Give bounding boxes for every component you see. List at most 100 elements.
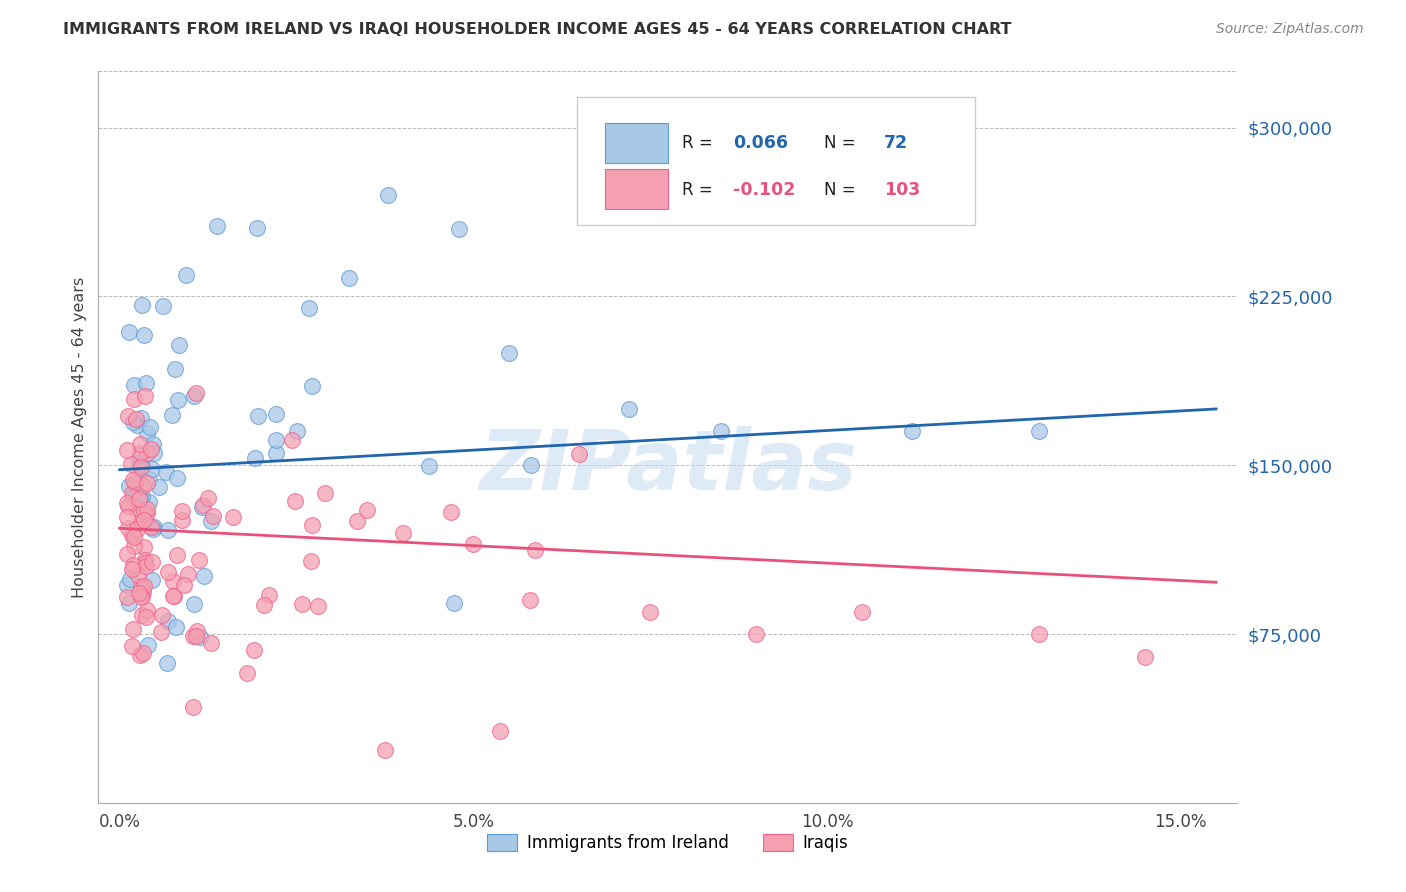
Point: [257, 588, 280, 602]
Point: [186, 624, 208, 639]
Point: [135, 508, 157, 522]
Point: [129, 491, 152, 505]
Point: [356, 503, 378, 517]
Point: [264, 434, 287, 448]
Point: [121, 415, 143, 429]
Point: [125, 501, 148, 516]
Point: [298, 301, 321, 316]
Point: [129, 516, 152, 530]
Point: [851, 605, 873, 619]
Point: [128, 492, 150, 507]
Point: [162, 574, 184, 589]
Point: [200, 636, 222, 650]
Text: Source: ZipAtlas.com: Source: ZipAtlas.com: [1216, 22, 1364, 37]
Point: [191, 500, 214, 514]
Point: [519, 593, 541, 607]
Point: [136, 446, 159, 460]
Point: [122, 473, 145, 487]
Point: [124, 378, 146, 392]
Point: [129, 590, 152, 604]
Point: [118, 325, 141, 339]
Point: [1135, 649, 1157, 664]
Point: [246, 409, 269, 423]
Point: [115, 510, 138, 524]
Point: [117, 409, 139, 424]
Point: [200, 514, 222, 528]
Point: [132, 328, 155, 343]
Point: [307, 599, 329, 613]
Point: [149, 625, 172, 640]
Point: [127, 567, 149, 582]
Point: [156, 523, 179, 537]
Point: [374, 743, 396, 757]
Point: [498, 345, 520, 359]
Point: [138, 472, 160, 486]
Point: [136, 426, 159, 441]
Point: [170, 504, 193, 518]
Point: [124, 475, 146, 490]
FancyBboxPatch shape: [605, 169, 668, 209]
Point: [568, 447, 591, 461]
Text: 103: 103: [884, 181, 921, 199]
Text: R =: R =: [682, 134, 717, 152]
Point: [121, 562, 143, 576]
Point: [523, 543, 546, 558]
Point: [176, 268, 198, 282]
Point: [135, 603, 157, 617]
Point: [131, 458, 153, 472]
Point: [135, 376, 157, 390]
Point: [222, 510, 245, 524]
Point: [193, 498, 215, 512]
Point: [181, 699, 204, 714]
Point: [205, 219, 228, 234]
Point: [165, 361, 187, 376]
Point: [131, 298, 153, 312]
Point: [246, 220, 269, 235]
Point: [134, 390, 156, 404]
Point: [165, 620, 187, 634]
Point: [290, 598, 312, 612]
Point: [236, 666, 259, 681]
Point: [134, 540, 156, 554]
Point: [117, 479, 139, 493]
Point: [127, 418, 149, 433]
Point: [243, 643, 266, 657]
Text: N =: N =: [824, 134, 860, 152]
Point: [253, 598, 276, 612]
Point: [121, 558, 143, 573]
Text: 72: 72: [884, 134, 908, 152]
Point: [135, 610, 157, 624]
Point: [314, 486, 336, 500]
Point: [132, 585, 155, 599]
Point: [301, 517, 323, 532]
Y-axis label: Householder Income Ages 45 - 64 years: Householder Income Ages 45 - 64 years: [72, 277, 87, 598]
Point: [115, 442, 138, 457]
Point: [638, 605, 661, 619]
Point: [184, 386, 207, 401]
Point: [418, 458, 440, 473]
Point: [202, 508, 225, 523]
Text: -0.102: -0.102: [733, 181, 796, 199]
Point: [337, 271, 360, 285]
Point: [143, 520, 166, 534]
Point: [120, 457, 142, 471]
Point: [160, 408, 183, 422]
Point: [489, 723, 512, 738]
Point: [301, 379, 323, 393]
Point: [377, 188, 399, 202]
Point: [117, 578, 139, 592]
Point: [745, 627, 768, 641]
Point: [188, 630, 211, 644]
Point: [134, 556, 156, 570]
Point: [287, 425, 309, 439]
Point: [901, 425, 924, 439]
Point: [131, 646, 153, 660]
Point: [148, 480, 170, 494]
Point: [463, 537, 485, 551]
Point: [125, 412, 148, 426]
Point: [193, 569, 215, 583]
Point: [439, 505, 461, 519]
Point: [136, 502, 159, 516]
Point: [157, 614, 180, 628]
Point: [122, 489, 145, 503]
